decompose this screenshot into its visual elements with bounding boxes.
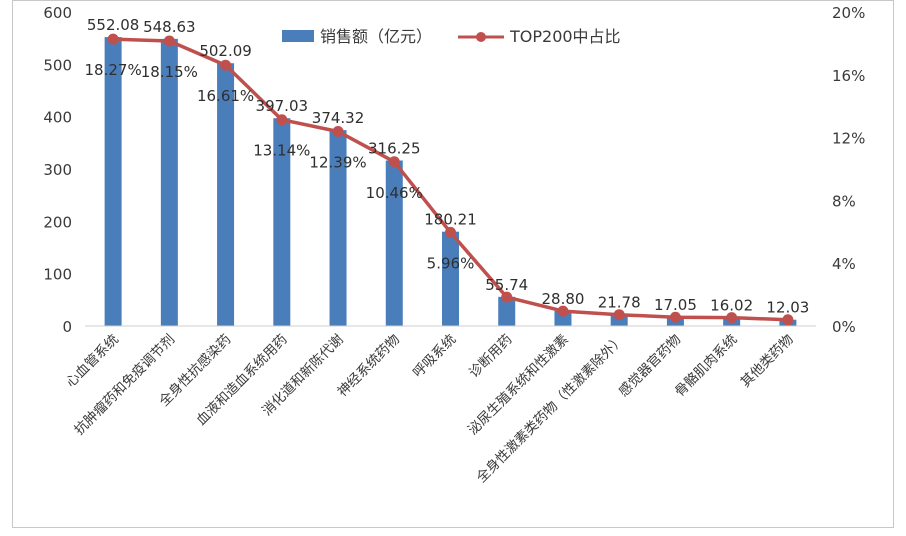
- line-point: [445, 226, 456, 238]
- legend-line-marker: [476, 32, 486, 42]
- line-point: [276, 114, 288, 126]
- x-category-label: 呼吸系统: [410, 332, 459, 381]
- line-point: [501, 291, 513, 303]
- y-tick-label-left: 500: [43, 56, 72, 74]
- line-point: [220, 59, 232, 71]
- bar-value-label: 17.05: [654, 296, 697, 314]
- bar-value-label: 374.32: [312, 109, 365, 127]
- line-value-label: 18.15%: [141, 63, 198, 81]
- y-tick-label-left: 0: [62, 318, 72, 336]
- line-series: [107, 33, 794, 326]
- y-tick-label-right: 0%: [832, 318, 856, 336]
- x-labels: 心血管系统抗肿瘤药和免疫调节剂全身性抗感染药血液和造血系统用药消化道和新陈代谢神…: [63, 331, 797, 486]
- y-tick-label-left: 100: [43, 266, 72, 284]
- line-value-label: 12.39%: [309, 153, 366, 171]
- line-point: [163, 35, 175, 47]
- legend-bar-label: 销售额（亿元）: [320, 27, 432, 46]
- bar: [217, 63, 235, 327]
- y-tick-label-left: 300: [43, 161, 72, 179]
- x-category-label: 泌尿生殖系统和性激素: [464, 331, 571, 438]
- bar-value-label: 16.02: [710, 297, 753, 315]
- legend-bar-swatch: [282, 30, 314, 42]
- bar-value-label: 502.09: [199, 42, 252, 60]
- y-axis-right: 0% 4% 8% 12% 16% 20%: [832, 4, 865, 336]
- bar-value-label: 28.80: [541, 290, 584, 308]
- y-tick-label-right: 4%: [832, 255, 856, 273]
- y-tick-label-right: 12%: [832, 130, 865, 148]
- line-point: [613, 309, 625, 321]
- bar-value-label: 55.74: [485, 276, 528, 294]
- bars: [104, 37, 797, 327]
- legend: 销售额（亿元） TOP200中占比: [282, 27, 621, 46]
- line-value-label: 18.27%: [85, 61, 142, 79]
- line-point: [107, 33, 119, 45]
- y-tick-label-right: 20%: [832, 4, 865, 22]
- y-tick-label-right: 16%: [832, 67, 865, 85]
- line-point: [332, 125, 344, 137]
- x-category-label: 其他类药物: [738, 332, 797, 391]
- bar: [329, 130, 347, 326]
- x-category-label: 心血管系统: [63, 332, 122, 391]
- line-value-label: 10.46%: [366, 184, 423, 202]
- line-point: [669, 311, 681, 323]
- line-value-label: 5.96%: [427, 254, 475, 272]
- bar-value-label: 180.21: [424, 211, 477, 229]
- y-tick-label-left: 200: [43, 213, 72, 231]
- bar-value-label: 12.03: [766, 299, 809, 317]
- x-category-label: 抗肿瘤药和免疫调节剂: [71, 331, 178, 438]
- bar-value-label: 21.78: [598, 294, 641, 312]
- y-axis-left: 0 100 200 300 400 500 600: [43, 4, 72, 336]
- line-point: [726, 312, 738, 324]
- bar: [160, 38, 178, 326]
- bar-value-label: 552.08: [87, 16, 140, 34]
- bar: [273, 118, 291, 326]
- bar: [104, 37, 122, 327]
- bar: [554, 310, 572, 326]
- line-point: [782, 314, 794, 326]
- y-tick-label-right: 8%: [832, 192, 856, 210]
- bar: [442, 231, 459, 326]
- line-value-label: 16.61%: [197, 87, 254, 105]
- bar: [498, 296, 516, 326]
- x-category-label: 诊断用药: [466, 332, 515, 381]
- bar-value-label: 548.63: [143, 18, 196, 36]
- legend-line-label: TOP200中占比: [509, 27, 621, 46]
- line-value-label: 13.14%: [253, 142, 310, 160]
- bar-value-label: 397.03: [256, 97, 309, 115]
- line-point: [388, 156, 400, 168]
- bar: [385, 160, 403, 326]
- line-labels: 18.27% 18.15% 16.61% 13.14%12.39%10.46% 5.96…: [85, 61, 475, 272]
- y-tick-label-left: 600: [43, 4, 72, 22]
- bar: [610, 314, 628, 326]
- line-point: [557, 305, 569, 317]
- y-tick-label-left: 400: [43, 109, 72, 127]
- bar-value-label: 316.25: [368, 139, 421, 157]
